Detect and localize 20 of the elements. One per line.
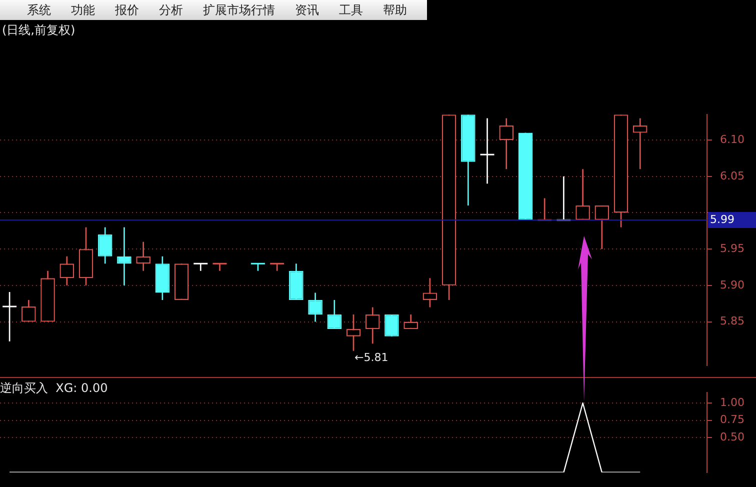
annotation: ←5.81 (354, 351, 388, 364)
text: 扩展市场行情 (203, 3, 275, 17)
ref-line-label: 5.99 (710, 212, 734, 226)
y-tick-label: 5.95 (720, 242, 744, 255)
text: 工具 (339, 3, 363, 17)
text: 帮助 (383, 3, 407, 17)
text: 资讯 (295, 3, 319, 17)
chart-title: 逆向买入 XG: 0.00 (0, 380, 108, 397)
y-tick-label: 6.10 (720, 132, 744, 146)
text: 报价 (115, 3, 139, 17)
y-tick-label: 5.90 (720, 278, 744, 292)
y-tick-label: 0.75 (720, 413, 744, 426)
chart-title: (日线,前复权) (2, 22, 76, 39)
y-tick-label: 5.85 (720, 314, 744, 328)
text: 功能 (71, 3, 95, 17)
y-tick-label: 0.50 (720, 430, 744, 444)
y-tick-label: 6.05 (720, 169, 744, 182)
text: 系统 (27, 3, 51, 17)
y-tick-label: 1.00 (720, 396, 744, 409)
text: 分析 (159, 3, 183, 17)
